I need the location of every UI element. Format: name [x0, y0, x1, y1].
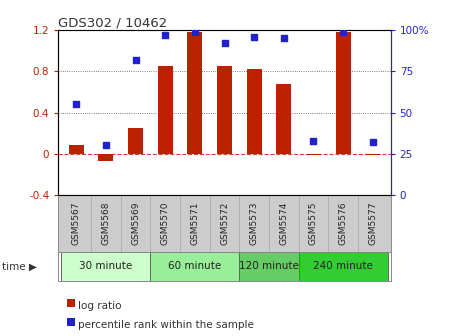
Text: GSM5575: GSM5575 [309, 202, 318, 245]
Text: log ratio: log ratio [78, 301, 122, 311]
Point [369, 139, 376, 145]
Bar [158, 66, 172, 154]
Text: 30 minute: 30 minute [79, 261, 132, 271]
Bar [247, 69, 262, 154]
Bar [217, 66, 232, 154]
Bar [336, 32, 351, 154]
Bar [299, 252, 387, 281]
Text: GSM5570: GSM5570 [161, 202, 170, 245]
Bar [365, 154, 380, 155]
Text: GSM5577: GSM5577 [368, 202, 377, 245]
Bar [306, 154, 321, 155]
Text: percentile rank within the sample: percentile rank within the sample [78, 320, 254, 330]
Bar [239, 252, 299, 281]
Text: 240 minute: 240 minute [313, 261, 373, 271]
Bar [69, 145, 84, 154]
Point [339, 29, 347, 35]
Bar [98, 154, 113, 161]
Point [191, 29, 198, 35]
Point [280, 36, 287, 41]
Text: GSM5574: GSM5574 [279, 202, 288, 245]
Bar [62, 252, 150, 281]
Text: GSM5567: GSM5567 [72, 202, 81, 245]
Text: GSM5573: GSM5573 [250, 202, 259, 245]
Point [132, 57, 139, 62]
Point [310, 138, 317, 143]
Text: 120 minute: 120 minute [239, 261, 299, 271]
Point [162, 33, 169, 38]
Bar [150, 252, 239, 281]
Point [221, 41, 228, 46]
Text: GSM5568: GSM5568 [101, 202, 110, 245]
Point [251, 34, 258, 40]
Text: GSM5572: GSM5572 [220, 202, 229, 245]
Text: GSM5569: GSM5569 [131, 202, 140, 245]
Bar [187, 32, 202, 154]
Text: GSM5576: GSM5576 [339, 202, 348, 245]
Bar [128, 128, 143, 154]
Text: GSM5571: GSM5571 [190, 202, 199, 245]
Point [102, 143, 110, 148]
Text: time ▶: time ▶ [2, 261, 37, 271]
Point [73, 101, 80, 107]
Text: 60 minute: 60 minute [168, 261, 221, 271]
Text: GDS302 / 10462: GDS302 / 10462 [58, 16, 167, 29]
Bar [277, 84, 291, 154]
